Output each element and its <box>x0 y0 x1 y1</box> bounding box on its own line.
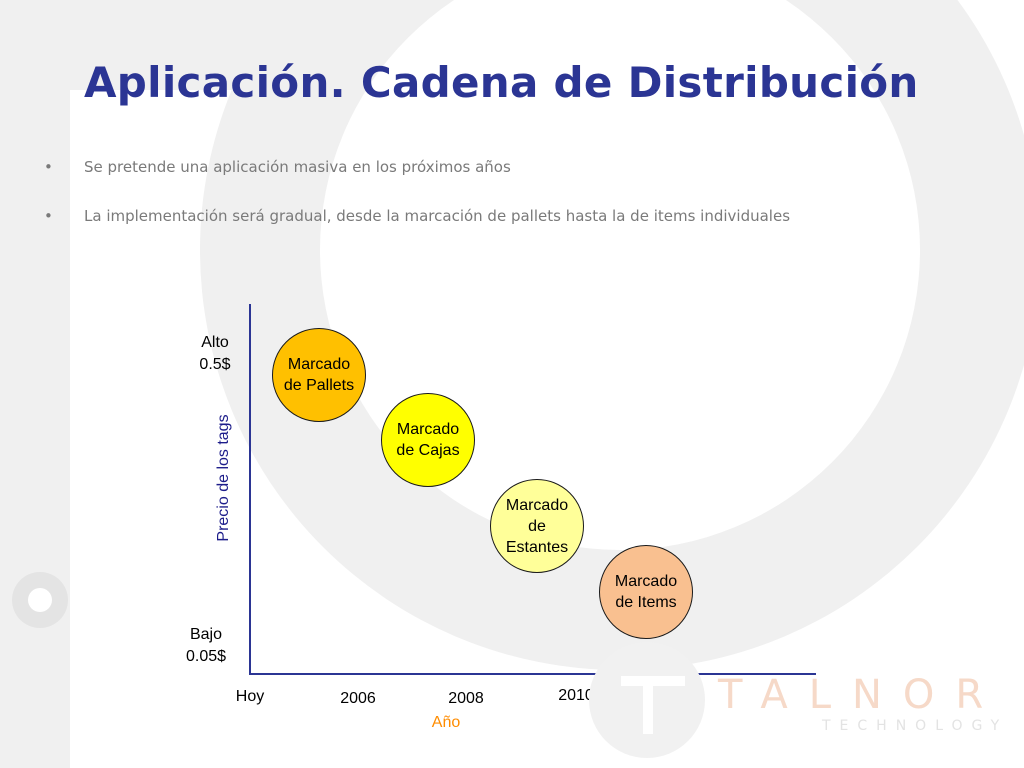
x-axis-line <box>249 673 816 675</box>
bubble-pallets: Marcado de Pallets <box>272 328 366 422</box>
y-label-low: Bajo 0.05$ <box>185 626 227 665</box>
bubble-label: Marcado de Items <box>614 573 678 611</box>
bubble-items: Marcado de Items <box>599 545 693 639</box>
bullet-item: • Se pretende una aplicación masiva en l… <box>44 156 790 178</box>
x-tick-label: 2008 <box>448 690 484 707</box>
bubble-label: Marcado de Pallets <box>283 356 355 394</box>
bubble-label: Marcado de Estantes <box>505 496 569 556</box>
bubble-estantes: Marcado de Estantes <box>490 479 584 573</box>
bullet-item: • La implementación será gradual, desde … <box>44 205 790 227</box>
logo-subtitle: TECHNOLOGY <box>822 718 1009 734</box>
y-axis-line <box>249 304 251 675</box>
slide-title: Aplicación. Cadena de Distribución <box>84 58 919 107</box>
x-tick-label: Hoy <box>235 688 265 705</box>
x-axis-title: Año <box>431 714 461 731</box>
logo-wordmark: TALNOR <box>718 672 1005 718</box>
bullet-text: La implementación será gradual, desde la… <box>84 207 791 225</box>
bubble-label: Marcado de Cajas <box>396 421 460 459</box>
bullet-dot-icon: • <box>44 158 53 176</box>
bullet-list: • Se pretende una aplicación masiva en l… <box>44 156 790 254</box>
bullet-dot-icon: • <box>44 207 53 225</box>
bubble-cajas: Marcado de Cajas <box>381 393 475 487</box>
y-label-high: Alto 0.5$ <box>199 334 231 373</box>
x-tick-label: 2010 <box>558 687 594 704</box>
x-tick-label: 2006 <box>340 690 376 707</box>
talnor-logo-icon <box>589 642 705 758</box>
bullet-text: Se pretende una aplicación masiva en los… <box>84 158 511 176</box>
y-axis-title: Precio de los tags <box>215 414 232 542</box>
